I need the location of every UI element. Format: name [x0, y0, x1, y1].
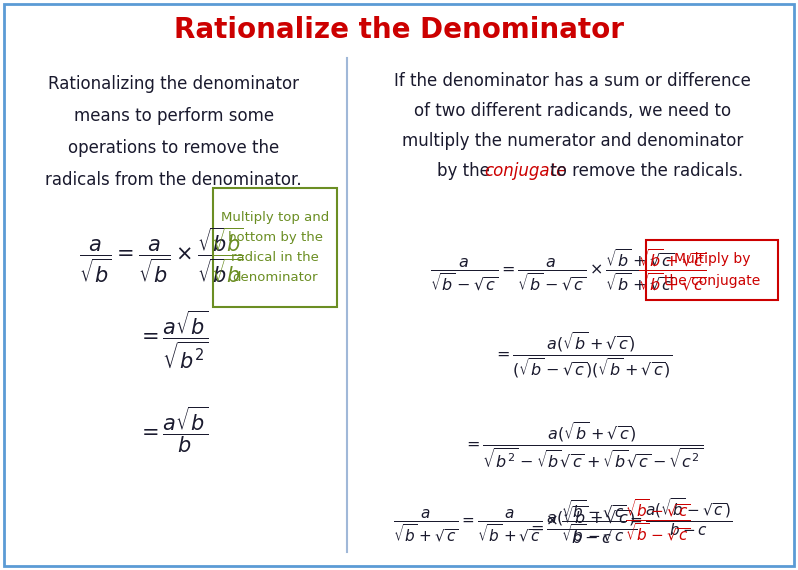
Text: $= \dfrac{a(\sqrt{b}+\sqrt{c})}{\sqrt{b^2}-\sqrt{b}\sqrt{c}+\sqrt{b}\sqrt{c}-\sq: $= \dfrac{a(\sqrt{b}+\sqrt{c})}{\sqrt{b^… — [463, 420, 702, 470]
Text: to remove the radicals.: to remove the radicals. — [545, 162, 744, 180]
Text: Rationalizing the denominator: Rationalizing the denominator — [48, 75, 299, 93]
Text: $\dfrac{a}{\sqrt{b}} = \dfrac{a}{\sqrt{b}} \times \dfrac{\sqrt{b}}{\sqrt{b}}$: $\dfrac{a}{\sqrt{b}} = \dfrac{a}{\sqrt{b… — [80, 226, 231, 284]
Text: $= \dfrac{a(\sqrt{b}+\sqrt{c})}{(\sqrt{b}-\sqrt{c})(\sqrt{b}+\sqrt{c})}$: $= \dfrac{a(\sqrt{b}+\sqrt{c})}{(\sqrt{b… — [493, 330, 672, 380]
Text: means to perform some: means to perform some — [73, 107, 274, 125]
Text: $\dfrac{\sqrt{b}}{\sqrt{b}}$: $\dfrac{\sqrt{b}}{\sqrt{b}}$ — [211, 226, 243, 284]
Text: Multiply by
the conjugate: Multiply by the conjugate — [664, 252, 760, 288]
Text: conjugate: conjugate — [484, 162, 567, 180]
Text: operations to remove the: operations to remove the — [68, 139, 279, 157]
FancyBboxPatch shape — [646, 240, 778, 300]
Text: Rationalize the Denominator: Rationalize the Denominator — [174, 16, 624, 44]
Text: $\dfrac{a}{\sqrt{b}+\sqrt{c}} = \dfrac{a}{\sqrt{b}+\sqrt{c}} \times \dfrac{\sqrt: $\dfrac{a}{\sqrt{b}+\sqrt{c}} = \dfrac{a… — [393, 496, 733, 544]
Text: $\dfrac{a}{\sqrt{b}-\sqrt{c}} = \dfrac{a}{\sqrt{b}-\sqrt{c}} \times \dfrac{\sqrt: $\dfrac{a}{\sqrt{b}-\sqrt{c}} = \dfrac{a… — [430, 247, 674, 293]
FancyBboxPatch shape — [213, 188, 337, 307]
Text: Multiply top and
bottom by the
radical in the
denominator: Multiply top and bottom by the radical i… — [221, 211, 329, 284]
Text: $\dfrac{\sqrt{b}+\sqrt{c}}{\sqrt{b}+\sqrt{c}}$: $\dfrac{\sqrt{b}+\sqrt{c}}{\sqrt{b}+\sqr… — [638, 247, 707, 293]
Text: $\dfrac{\sqrt{b}-\sqrt{c}}{\sqrt{b}-\sqrt{c}}$: $\dfrac{\sqrt{b}-\sqrt{c}}{\sqrt{b}-\sqr… — [625, 497, 690, 543]
Text: $= \dfrac{a\sqrt{b}}{\sqrt{b^2}}$: $= \dfrac{a\sqrt{b}}{\sqrt{b^2}}$ — [137, 309, 209, 371]
Text: If the denominator has a sum or difference: If the denominator has a sum or differen… — [394, 72, 751, 90]
Text: by the: by the — [437, 162, 495, 180]
Text: radicals from the denominator.: radicals from the denominator. — [45, 171, 302, 189]
Text: $= \dfrac{a\sqrt{b}}{b}$: $= \dfrac{a\sqrt{b}}{b}$ — [137, 405, 208, 455]
Text: of two different radicands, we need to: of two different radicands, we need to — [414, 102, 731, 120]
Text: $= \dfrac{a(\sqrt{b}+\sqrt{c})}{b-c}$: $= \dfrac{a(\sqrt{b}+\sqrt{c})}{b-c}$ — [527, 504, 638, 546]
FancyBboxPatch shape — [4, 4, 794, 566]
Text: multiply the numerator and denominator: multiply the numerator and denominator — [402, 132, 743, 150]
